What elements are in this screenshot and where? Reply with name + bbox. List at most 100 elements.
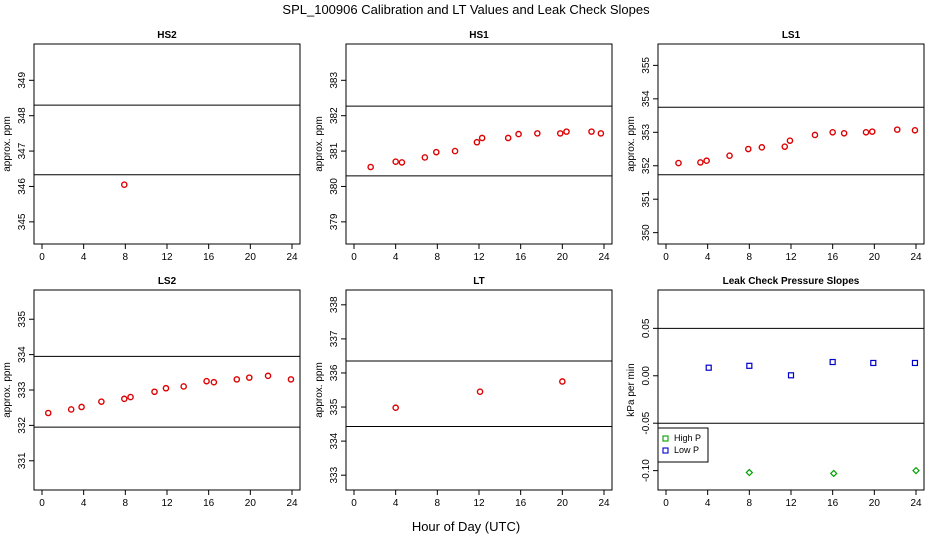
data-point	[597, 130, 605, 137]
data-point	[421, 154, 429, 161]
legend	[657, 427, 709, 463]
data-point	[162, 384, 170, 392]
panel-title: LS1	[782, 30, 801, 41]
data-point	[180, 383, 187, 390]
legend-swatch	[662, 447, 669, 454]
y-tick-label: 335	[329, 398, 340, 415]
x-tick-label: 8	[123, 252, 129, 263]
y-axis-label: approx. ppm	[626, 116, 637, 172]
x-tick-label: 12	[161, 498, 173, 509]
y-tick-label: -0.05	[641, 411, 652, 434]
y-tick-label: -0.10	[641, 459, 652, 482]
y-tick-label: 337	[329, 330, 340, 347]
data-point	[563, 128, 570, 135]
figure-title: SPL_100906 Calibration and LT Values and…	[282, 2, 650, 17]
data-point	[758, 144, 766, 151]
data-point	[559, 378, 566, 385]
y-axis-label: approx. ppm	[2, 362, 13, 418]
data-point	[210, 378, 218, 386]
panel-title: LS2	[158, 276, 177, 287]
data-point	[745, 468, 754, 477]
y-tick-label: 379	[329, 213, 340, 230]
x-tick-label: 20	[557, 498, 569, 509]
y-tick-label: 335	[17, 310, 28, 327]
data-point	[675, 159, 682, 167]
panel-title: HS1	[469, 30, 489, 41]
y-tick-label: 355	[641, 57, 652, 74]
x-tick-label: 24	[598, 252, 610, 263]
y-tick-label: 383	[329, 72, 340, 89]
y-tick-label: 352	[641, 157, 652, 174]
y-tick-label: 382	[329, 107, 340, 124]
data-point	[726, 152, 733, 160]
data-point	[44, 409, 52, 417]
data-point	[911, 359, 919, 367]
data-point	[744, 145, 752, 153]
x-tick-label: 24	[598, 498, 610, 509]
y-tick-label: 380	[329, 178, 340, 195]
data-point	[703, 157, 710, 165]
data-point	[829, 358, 836, 366]
panels: HS2 0 4 8 12 16 20 24 345 346 347 348 349 approx. ppm…	[2, 30, 925, 509]
y-tick-label: 347	[17, 142, 28, 159]
y-tick-label: 348	[17, 107, 28, 124]
x-tick-label: 16	[515, 252, 527, 263]
x-tick-label: 4	[705, 498, 711, 509]
data-point	[367, 163, 374, 171]
x-tick-label: 0	[663, 252, 669, 263]
x-tick-label: 8	[435, 498, 441, 509]
y-tick-label: 0.05	[641, 318, 652, 338]
data-point	[840, 129, 848, 137]
x-tick-label: 20	[869, 252, 881, 263]
data-point	[829, 469, 838, 478]
x-tick-label: 12	[473, 498, 485, 509]
y-tick-label: 332	[17, 417, 28, 434]
legend-label: High P	[674, 433, 701, 443]
x-tick-label: 4	[393, 252, 399, 263]
data-point	[556, 130, 564, 137]
data-point	[245, 374, 253, 381]
figure-x-axis-label: Hour of Day (UTC)	[412, 519, 520, 534]
x-tick-label: 24	[286, 498, 298, 509]
y-tick-label: 338	[329, 296, 340, 313]
y-tick-label: 353	[641, 124, 652, 141]
y-tick-label: 333	[329, 466, 340, 483]
data-point	[78, 403, 85, 411]
y-tick-label: 350	[641, 224, 652, 241]
x-tick-label: 12	[473, 252, 485, 263]
panel-3: LS2 0 4 8 12 16 20 24 331 332 333 334 335 approx. ppm	[2, 276, 301, 509]
plot-frame	[33, 43, 301, 245]
data-point	[398, 159, 406, 166]
data-point	[893, 126, 901, 133]
data-point	[705, 364, 712, 371]
data-point	[534, 130, 541, 137]
plot-frame	[657, 43, 925, 245]
panel-title: LT	[473, 276, 484, 287]
y-tick-label: 333	[17, 381, 28, 398]
data-point	[476, 388, 484, 396]
panel-2: LS1 0 4 8 12 16 20 24 350 351 352 353 354 355 approx. …	[626, 30, 925, 263]
x-tick-label: 0	[351, 498, 357, 509]
y-tick-label: 0.00	[641, 366, 652, 386]
x-tick-label: 20	[245, 252, 257, 263]
panel-0: HS2 0 4 8 12 16 20 24 345 346 347 348 349 approx. ppm	[2, 30, 301, 263]
legend-swatch	[662, 435, 669, 442]
y-tick-label: 349	[17, 72, 28, 89]
x-tick-label: 24	[910, 498, 922, 509]
x-tick-label: 16	[827, 252, 839, 263]
data-point	[478, 134, 486, 142]
data-point	[746, 362, 753, 369]
x-tick-label: 16	[203, 498, 215, 509]
data-point	[233, 376, 241, 383]
x-tick-label: 24	[286, 252, 298, 263]
y-axis-label: kPa per min	[626, 363, 637, 416]
y-tick-label: 336	[329, 364, 340, 381]
x-tick-label: 4	[81, 498, 87, 509]
y-tick-label: 334	[329, 432, 340, 449]
panel-4: LT 0 4 8 12 16 20 24 333 334 335 336 337 338 approx. p…	[314, 276, 613, 509]
x-tick-label: 12	[785, 498, 797, 509]
data-point	[392, 404, 399, 412]
y-axis-label: approx. ppm	[314, 116, 325, 172]
data-point	[515, 130, 522, 138]
